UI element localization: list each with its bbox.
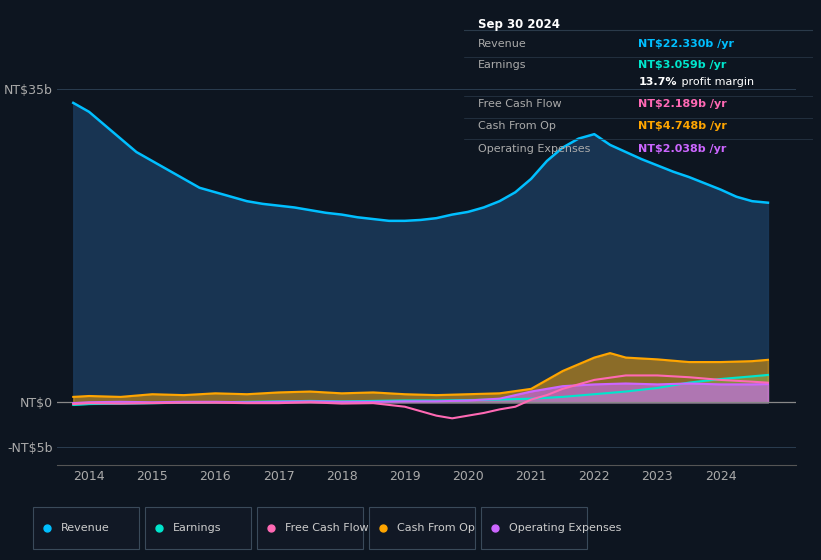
Text: 13.7%: 13.7%	[639, 77, 677, 87]
Text: Revenue: Revenue	[61, 523, 109, 533]
Text: Cash From Op: Cash From Op	[397, 523, 475, 533]
Text: NT$3.059b /yr: NT$3.059b /yr	[639, 60, 727, 71]
Text: Revenue: Revenue	[478, 39, 526, 49]
Text: Free Cash Flow: Free Cash Flow	[285, 523, 368, 533]
FancyBboxPatch shape	[481, 506, 588, 549]
Text: Cash From Op: Cash From Op	[478, 121, 556, 131]
FancyBboxPatch shape	[257, 506, 363, 549]
Text: NT$22.330b /yr: NT$22.330b /yr	[639, 39, 734, 49]
Text: Free Cash Flow: Free Cash Flow	[478, 99, 562, 109]
Text: Earnings: Earnings	[172, 523, 221, 533]
Text: Operating Expenses: Operating Expenses	[509, 523, 621, 533]
Text: NT$4.748b /yr: NT$4.748b /yr	[639, 121, 727, 131]
FancyBboxPatch shape	[369, 506, 475, 549]
Text: profit margin: profit margin	[678, 77, 754, 87]
Text: Operating Expenses: Operating Expenses	[478, 144, 590, 155]
Text: NT$2.038b /yr: NT$2.038b /yr	[639, 144, 727, 155]
Text: NT$2.189b /yr: NT$2.189b /yr	[639, 99, 727, 109]
FancyBboxPatch shape	[145, 506, 251, 549]
FancyBboxPatch shape	[33, 506, 140, 549]
Text: Earnings: Earnings	[478, 60, 526, 71]
Text: Sep 30 2024: Sep 30 2024	[478, 18, 560, 31]
